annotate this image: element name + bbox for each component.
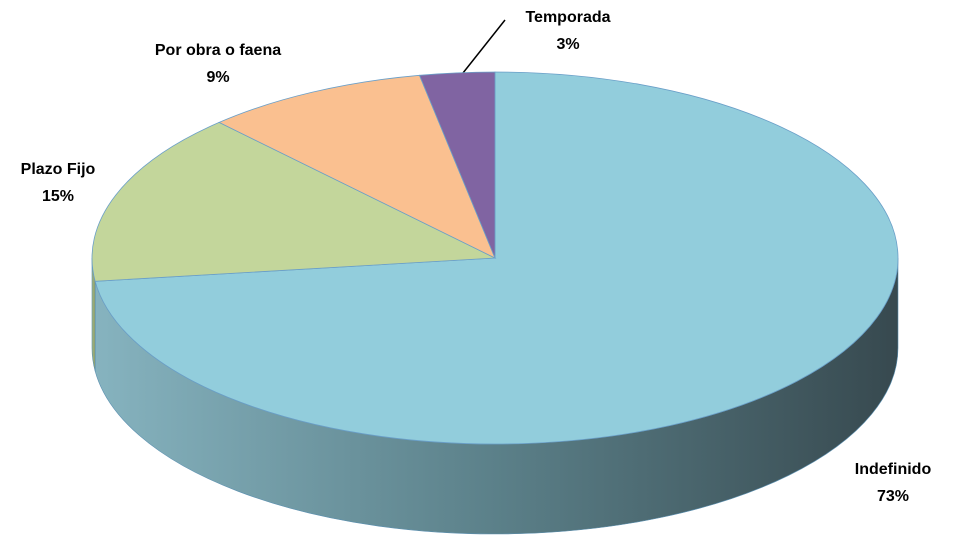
slice-value-label: 3%	[556, 36, 579, 53]
slice-label: Temporada	[525, 9, 610, 26]
slice-value-label: 15%	[42, 188, 74, 205]
slice-value-label: 73%	[877, 488, 909, 505]
slice-value-label: 9%	[206, 69, 229, 86]
slice-label: Plazo Fijo	[21, 161, 96, 178]
slice-label: Indefinido	[855, 461, 932, 478]
slice	[94, 71, 899, 445]
leader-line	[458, 19, 506, 79]
slice	[218, 74, 496, 259]
slice	[418, 71, 496, 259]
slice	[91, 121, 497, 282]
slice-label: Por obra o faena	[155, 42, 281, 59]
